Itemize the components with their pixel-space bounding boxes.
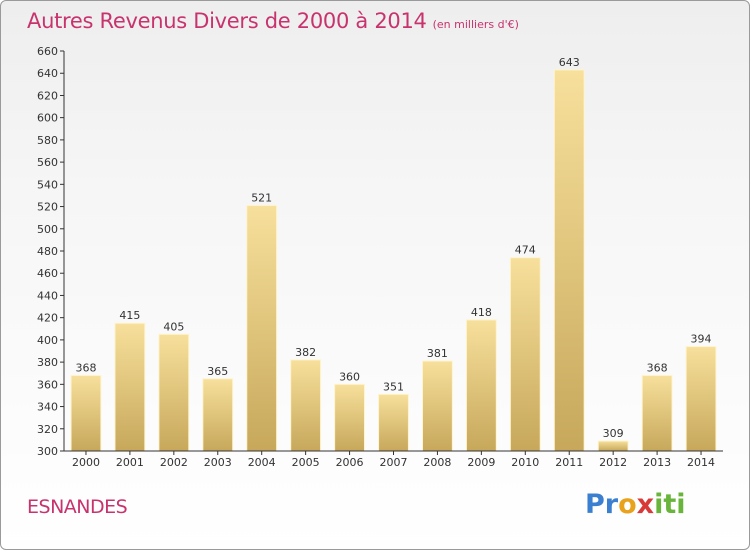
- data-label-2009: 418: [471, 306, 492, 319]
- y-tick-label: 480: [37, 245, 58, 258]
- data-label-2004: 521: [251, 191, 272, 204]
- bar-2012: [597, 440, 629, 452]
- bar-2006: [334, 383, 366, 452]
- x-tick-label-2004: 2004: [248, 456, 276, 469]
- bar-2001: [114, 322, 146, 452]
- y-tick-label: 580: [37, 134, 58, 147]
- data-label-2002: 405: [163, 320, 184, 333]
- data-label-2012: 309: [603, 427, 624, 440]
- data-label-2006: 360: [339, 370, 360, 383]
- data-labels: 368 415 405 365 521 382 360 351 381 418 474 643 309 3…: [75, 56, 711, 440]
- x-tick-label-2005: 2005: [292, 456, 320, 469]
- y-tick-label: 640: [37, 67, 58, 80]
- y-tick-label: 520: [37, 201, 58, 214]
- bar-2011: [553, 69, 585, 452]
- x-tick-label-2006: 2006: [336, 456, 364, 469]
- data-label-2011: 643: [559, 56, 580, 69]
- bar-2002: [158, 333, 190, 452]
- x-tick-label-2009: 2009: [467, 456, 495, 469]
- y-tick-label: 560: [37, 156, 58, 169]
- y-tick-label: 440: [37, 289, 58, 302]
- x-tick-label-2011: 2011: [555, 456, 583, 469]
- y-tick-label: 500: [37, 223, 58, 236]
- y-tick-label: 600: [37, 112, 58, 125]
- data-label-2005: 382: [295, 346, 316, 359]
- data-label-2014: 394: [691, 333, 712, 346]
- x-tick-label-2008: 2008: [423, 456, 451, 469]
- y-tick-label: 340: [37, 401, 58, 414]
- logo-part-2: o: [618, 489, 637, 520]
- data-label-2013: 368: [647, 361, 668, 374]
- y-tick-label: 420: [37, 312, 58, 325]
- bar-2004: [246, 204, 278, 452]
- data-label-2001: 415: [119, 309, 140, 322]
- y-tick-label: 660: [37, 45, 58, 58]
- y-tick-label: 400: [37, 334, 58, 347]
- data-label-2003: 365: [207, 365, 228, 378]
- y-tick-label: 360: [37, 378, 58, 391]
- x-tick-label-2007: 2007: [380, 456, 408, 469]
- logo-part-3: x: [636, 489, 655, 520]
- title-line: Autres Revenus Divers de 2000 à 2014 (en …: [27, 9, 519, 33]
- y-tick-label: 380: [37, 356, 58, 369]
- bar-2014: [685, 346, 717, 452]
- data-label-2008: 381: [427, 347, 448, 360]
- bar-2009: [465, 319, 497, 452]
- x-tick-label-2013: 2013: [643, 456, 671, 469]
- bar-2003: [202, 378, 234, 452]
- bar-2010: [509, 257, 541, 452]
- bar-2005: [290, 359, 322, 452]
- x-tick-label-2000: 2000: [72, 456, 100, 469]
- chart-title: Autres Revenus Divers de 2000 à 2014: [27, 9, 427, 33]
- x-tick-label-2001: 2001: [116, 456, 144, 469]
- y-tick-label: 620: [37, 89, 58, 102]
- logo-part-4: iti: [654, 489, 686, 520]
- x-tick-label-2014: 2014: [687, 456, 715, 469]
- logo-part-1: Pr: [585, 489, 619, 520]
- y-axis: 300 320 340 360 380 400 420 440 460 480 500 520 540 5…: [37, 45, 65, 458]
- chart-subtitle: (en milliers d'€): [432, 18, 519, 31]
- data-label-2007: 351: [383, 380, 404, 393]
- bar-2007: [378, 393, 409, 452]
- proxiti-logo[interactable]: Proxiti: [585, 489, 686, 520]
- commune-name: ESNANDES: [27, 496, 128, 518]
- x-axis: 2000 2001 2002 2003 2004 2005 2006 2007 2008 2009…: [64, 450, 723, 469]
- y-tick-label: 460: [37, 267, 58, 280]
- x-tick-label-2012: 2012: [599, 456, 627, 469]
- x-tick-label-2002: 2002: [160, 456, 188, 469]
- y-tick-label: 320: [37, 423, 58, 436]
- y-tick-label: 540: [37, 178, 58, 191]
- x-tick-label-2003: 2003: [204, 456, 232, 469]
- bar-2000: [70, 374, 102, 452]
- data-label-2000: 368: [75, 361, 96, 374]
- bars: [70, 69, 717, 452]
- x-tick-label-2010: 2010: [511, 456, 539, 469]
- bar-2013: [641, 374, 673, 452]
- bar-2008: [421, 360, 453, 452]
- y-tick-label: 300: [37, 445, 58, 458]
- data-label-2010: 474: [515, 244, 536, 257]
